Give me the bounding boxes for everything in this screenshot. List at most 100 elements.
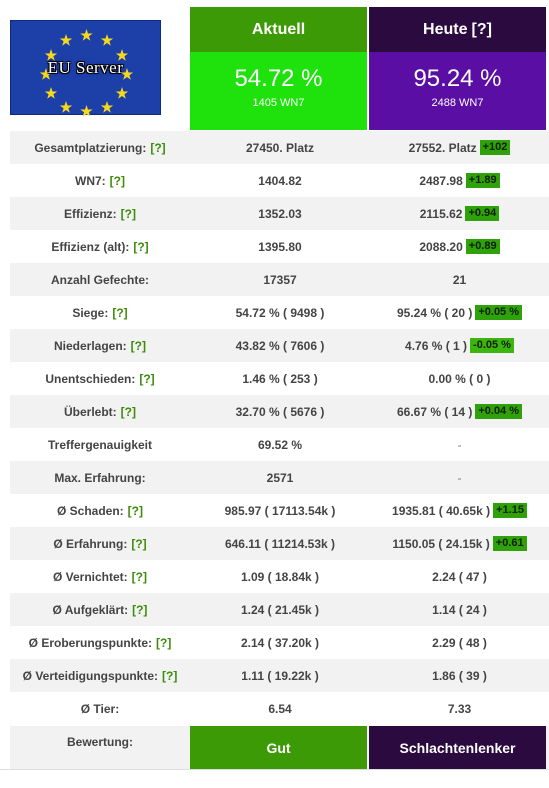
- row-label-text: Max. Erfahrung:: [54, 470, 146, 485]
- row-label: Effizienz (alt): [?]: [10, 230, 190, 263]
- row-label: Ø Erfahrung: [?]: [10, 527, 190, 560]
- aktuell-header: Aktuell: [190, 7, 367, 52]
- help-link[interactable]: [?]: [139, 371, 155, 386]
- row-heute-cell: 7.33: [370, 692, 549, 725]
- row-heute-cell: 0.00 % ( 0 ): [370, 362, 549, 395]
- row-heute-cell: 2487.98 +1.89: [370, 164, 549, 197]
- table-row: Effizienz: [?] 1352.03 2115.62 +0.94: [10, 197, 549, 230]
- row-heute-value: 1935.81 ( 40.65k ): [392, 503, 491, 518]
- row-label-text: Ø Verteidigungspunkte:: [22, 668, 159, 683]
- row-heute-value: 2.29 ( 48 ): [432, 635, 487, 650]
- row-label-text: Unentschieden:: [45, 371, 136, 386]
- delta-badge: +0.05 %: [475, 305, 523, 320]
- table-row: Überlebt: [?] 32.70 % ( 5676 ) 66.67 % ( 14…: [10, 395, 549, 428]
- eu-flag-icon: EU Server: [10, 20, 161, 116]
- delta-badge: +102: [479, 140, 511, 155]
- help-link[interactable]: [?]: [131, 569, 147, 584]
- row-label-text: Effizienz (alt):: [51, 239, 130, 254]
- row-heute-value: 0.00 % ( 0 ): [428, 371, 491, 386]
- row-heute-cell: 66.67 % ( 14 ) +0.04 %: [370, 395, 549, 428]
- help-link[interactable]: [?]: [150, 140, 166, 155]
- row-aktuell-value: 1.09 ( 18.84k ): [240, 569, 320, 584]
- row-label: Ø Eroberungspunkte: [?]: [10, 626, 190, 659]
- table-row: Unentschieden: [?] 1.46 % ( 253 ) 0.00 % ( …: [10, 362, 549, 395]
- heute-title: Heute: [423, 20, 468, 38]
- row-label: Niederlagen: [?]: [10, 329, 190, 362]
- row-label-text: Siege:: [72, 305, 109, 320]
- heute-winrate: 95.24 %: [413, 65, 502, 92]
- table-row: Ø Verteidigungspunkte: [?] 1.11 ( 19.22k )…: [10, 659, 549, 692]
- row-heute-cell: 2088.20 +0.89: [370, 230, 549, 263]
- help-link[interactable]: [?]: [156, 635, 172, 650]
- help-link[interactable]: [?]: [112, 305, 128, 320]
- row-label: Überlebt: [?]: [10, 395, 190, 428]
- heute-summary: 95.24 % 2488 WN7: [369, 52, 546, 130]
- row-label-text: Ø Aufgeklärt:: [52, 602, 129, 617]
- row-label-text: Ø Schaden:: [56, 503, 124, 518]
- row-label: WN7: [?]: [10, 164, 190, 197]
- row-heute-value: 2487.98: [419, 173, 463, 188]
- eu-server-logo: EU Server: [10, 20, 161, 116]
- table-row: Siege: [?] 54.72 % ( 9498 ) 95.24 % ( 20 ) +…: [10, 296, 549, 329]
- row-heute-cell: -: [370, 461, 549, 494]
- table-row: Anzahl Gefechte: 17357 21: [10, 263, 549, 296]
- delta-badge: +0.89: [465, 239, 500, 254]
- row-heute-value: 21: [452, 272, 467, 287]
- table-row: Ø Erfahrung: [?] 646.11 ( 11214.53k ) 1150.…: [10, 527, 549, 560]
- row-heute-cell: 1150.05 ( 24.15k ) +0.61: [370, 527, 549, 560]
- row-label: Anzahl Gefechte:: [10, 263, 190, 296]
- table-row: Ø Eroberungspunkte: [?] 2.14 ( 37.20k ) 2.2…: [10, 626, 549, 659]
- row-heute-cell: 27552. Platz +102: [370, 131, 549, 164]
- row-heute-value: 2.24 ( 47 ): [432, 569, 487, 584]
- row-aktuell-value: 43.82 % ( 7606 ): [235, 338, 325, 353]
- bewertung-aktuell: Gut: [190, 726, 367, 770]
- help-link[interactable]: [?]: [130, 338, 146, 353]
- row-aktuell-value: 69.52 %: [257, 437, 303, 452]
- row-aktuell-value: 17357: [263, 272, 297, 287]
- row-label-text: Ø Tier:: [80, 701, 120, 716]
- row-aktuell-value: 2571: [266, 470, 294, 485]
- row-label-text: Ø Vernichtet:: [52, 569, 128, 584]
- aktuell-title: Aktuell: [251, 20, 306, 38]
- row-heute-value: 2115.62: [419, 206, 463, 221]
- row-heute-value: 4.76 % ( 1 ): [405, 338, 468, 353]
- row-label-text: Gesamtplatzierung:: [34, 140, 147, 155]
- row-aktuell-value: 646.11 ( 11214.53k ): [224, 536, 336, 551]
- row-label-text: Überlebt:: [64, 404, 117, 419]
- row-aktuell-value: 1404.82: [258, 173, 302, 188]
- row-heute-value: 1.86 ( 39 ): [432, 668, 487, 683]
- row-aktuell-value: 2.14 ( 37.20k ): [240, 635, 320, 650]
- aktuell-winrate: 54.72 %: [234, 65, 323, 92]
- delta-badge: -0.05 %: [470, 338, 514, 353]
- row-label-text: Treffergenauigkeit: [47, 437, 153, 452]
- row-heute-value: 2088.20: [419, 239, 463, 254]
- help-link[interactable]: [?]: [133, 239, 149, 254]
- row-label-text: Ø Eroberungspunkte:: [28, 635, 152, 650]
- row-label: Ø Schaden: [?]: [10, 494, 190, 527]
- row-heute-cell: 1935.81 ( 40.65k ) +1.15: [370, 494, 549, 527]
- help-link[interactable]: [?]: [131, 536, 147, 551]
- help-link[interactable]: [?]: [162, 668, 178, 683]
- row-label: Ø Tier:: [10, 692, 190, 725]
- row-heute-cell: 2.24 ( 47 ): [370, 560, 549, 593]
- row-heute-cell: 95.24 % ( 20 ) +0.05 %: [370, 296, 549, 329]
- delta-badge: +0.04 %: [475, 404, 523, 419]
- row-aktuell-value: 6.54: [268, 701, 292, 716]
- bottom-divider: [0, 769, 549, 770]
- row-heute-value: 95.24 % ( 20 ): [396, 305, 473, 320]
- aktuell-summary: 54.72 % 1405 WN7: [190, 52, 367, 130]
- row-aktuell-value: 54.72 % ( 9498 ): [235, 305, 325, 320]
- row-heute-value: 1150.05 ( 24.15k ): [392, 536, 490, 551]
- row-aktuell-value: 1.46 % ( 253 ): [242, 371, 318, 386]
- row-label: Ø Verteidigungspunkte: [?]: [10, 659, 190, 692]
- help-link[interactable]: [?]: [120, 404, 136, 419]
- help-link[interactable]: [?]: [127, 503, 143, 518]
- delta-badge: +1.89: [465, 173, 500, 188]
- heute-help-link[interactable]: [?]: [471, 20, 492, 38]
- help-link[interactable]: [?]: [132, 602, 148, 617]
- row-aktuell-value: 1352.03: [258, 206, 302, 221]
- help-link[interactable]: [?]: [109, 173, 125, 188]
- help-link[interactable]: [?]: [120, 206, 136, 221]
- stats-table: Gesamtplatzierung: [?] 27450. Platz 27552. …: [10, 131, 549, 725]
- row-heute-cell: 1.86 ( 39 ): [370, 659, 549, 692]
